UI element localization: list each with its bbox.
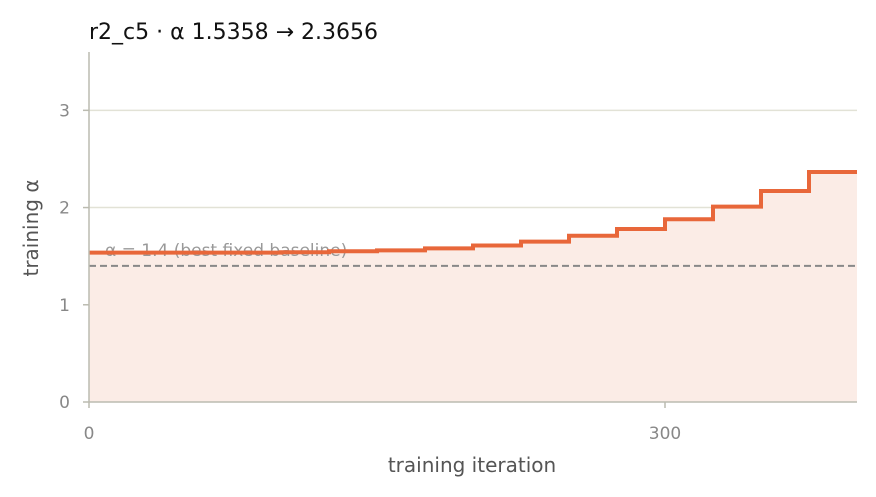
series-line [89, 170, 857, 255]
chart-title: r2_c5 · α 1.5358 → 2.3656 [89, 20, 378, 45]
y-axis-label: training α [19, 179, 43, 276]
x-axis-label: training iteration [388, 453, 556, 477]
y-tick-label: 3 [59, 101, 70, 121]
y-tick-label: 2 [59, 199, 70, 219]
x-tick-label: 300 [649, 424, 681, 444]
tick-labels: 0 1 2 3 0 300 [59, 101, 681, 444]
y-tick-label: 1 [59, 296, 70, 316]
y-tick-label: 0 [59, 393, 70, 413]
x-tick-label: 0 [84, 424, 95, 444]
